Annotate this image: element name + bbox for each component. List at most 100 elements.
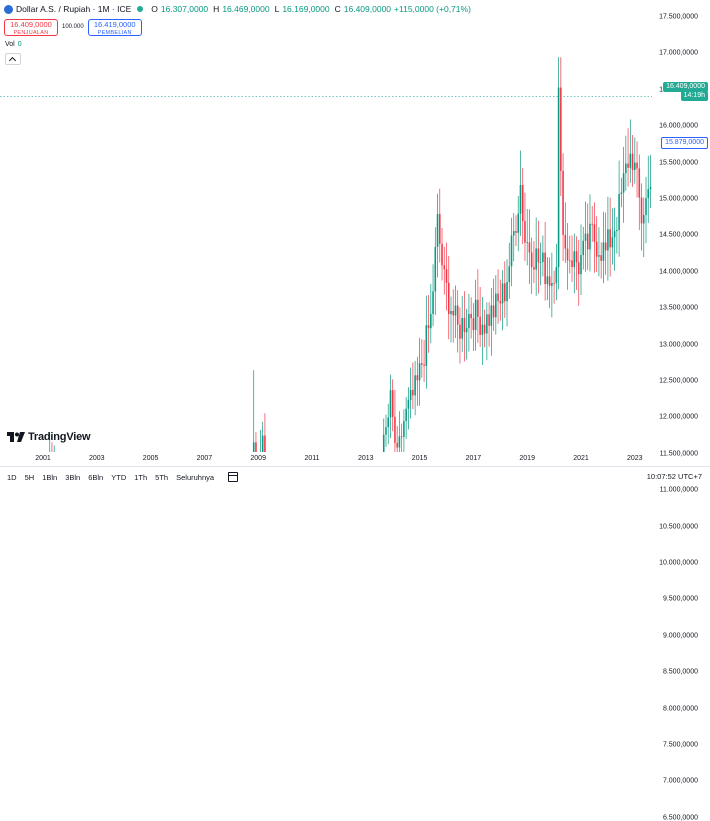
candle	[51, 442, 53, 452]
candle-body	[253, 442, 255, 452]
candle-body	[396, 443, 398, 448]
candle-body	[504, 283, 506, 301]
candle-body	[618, 194, 620, 230]
candle-body	[457, 306, 459, 325]
candle	[618, 160, 620, 256]
calendar-icon[interactable]	[228, 472, 238, 482]
candle-body	[459, 325, 461, 339]
candle	[403, 409, 405, 452]
range-ytd-button[interactable]: YTD	[107, 473, 130, 482]
candle-body	[553, 283, 555, 284]
candle-body	[576, 251, 578, 262]
price-tick-label: 7.500,0000	[663, 742, 698, 749]
candle	[513, 213, 515, 261]
candle-body	[428, 325, 430, 328]
candle-body	[625, 164, 627, 174]
candle-body	[441, 244, 443, 266]
candle	[634, 138, 636, 184]
price-tick-label: 13.000,0000	[659, 341, 698, 348]
candle	[645, 177, 647, 243]
candle-body	[255, 442, 257, 452]
price-tick-label: 10.000,0000	[659, 560, 698, 567]
price-tick-label: 9.500,0000	[663, 596, 698, 603]
range-all-button[interactable]: Seluruhnya	[172, 473, 218, 482]
candle-body	[435, 247, 437, 291]
candle	[497, 269, 499, 324]
candle-body	[482, 325, 484, 335]
candle	[567, 223, 569, 290]
range-5d-button[interactable]: 5H	[21, 473, 39, 482]
candle	[491, 288, 493, 356]
candle-body	[497, 294, 499, 302]
candle	[636, 141, 638, 197]
candle	[538, 221, 540, 294]
price-tick-label: 12.000,0000	[659, 414, 698, 421]
range-6m-button[interactable]: 6Bln	[84, 473, 107, 482]
candle	[616, 217, 618, 254]
candle	[455, 285, 457, 338]
range-5y-button[interactable]: 5Th	[151, 473, 172, 482]
candle	[255, 432, 257, 452]
range-3m-button[interactable]: 3Bln	[61, 473, 84, 482]
candle-body	[385, 427, 387, 435]
candle-body	[470, 314, 472, 318]
candle	[486, 302, 488, 360]
price-axis[interactable]: 17.500,000017.000,000016.500,000016.000,…	[652, 0, 710, 466]
candle-body	[520, 185, 522, 214]
candle	[495, 275, 497, 334]
candle	[468, 294, 470, 352]
clock[interactable]: 10:07:52 UTC+7	[647, 472, 702, 481]
candle	[607, 197, 609, 281]
price-tick-label: 11.000,0000	[660, 487, 698, 494]
time-tick-label: 2021	[573, 455, 589, 462]
candle	[605, 213, 607, 275]
candle-body	[645, 198, 647, 215]
candle-body	[623, 173, 625, 192]
candle-body	[500, 301, 502, 303]
candle-body	[486, 314, 488, 333]
candle	[466, 309, 468, 360]
candle	[614, 208, 616, 271]
candle-body	[461, 318, 463, 339]
candle-body	[479, 317, 481, 335]
candle	[535, 218, 537, 296]
candle-body	[399, 436, 401, 447]
candle	[647, 156, 649, 223]
candle	[470, 297, 472, 338]
candle-body	[589, 224, 591, 250]
candlestick-chart[interactable]	[0, 0, 652, 452]
candle	[399, 411, 401, 452]
candle	[459, 307, 461, 363]
range-1y-button[interactable]: 1Th	[130, 473, 151, 482]
candle	[264, 413, 266, 452]
candle-body	[571, 260, 573, 267]
time-tick-label: 2001	[35, 455, 51, 462]
candle-body	[558, 88, 560, 268]
candle-body	[446, 269, 448, 283]
candle	[432, 264, 434, 326]
candle	[383, 418, 385, 452]
candle	[504, 261, 506, 318]
candle-body	[468, 314, 470, 328]
range-1d-button[interactable]: 1D	[0, 473, 21, 482]
candle-body	[547, 276, 549, 284]
candle	[500, 280, 502, 321]
candle-body	[578, 262, 580, 274]
candle	[549, 257, 551, 308]
candle	[482, 297, 484, 365]
countdown-tag: 14:19h	[681, 91, 708, 101]
candle-body	[549, 276, 551, 285]
price-tick-label: 14.500,0000	[659, 232, 698, 239]
candle-body	[632, 154, 634, 170]
candle	[452, 289, 454, 342]
candle	[439, 189, 441, 263]
candle-body	[262, 436, 264, 452]
candle-body	[607, 229, 609, 250]
tradingview-logo[interactable]: TradingView	[7, 431, 90, 443]
candle-body	[556, 267, 558, 283]
candle	[562, 153, 564, 261]
candle-body	[408, 400, 410, 409]
candle-body	[569, 260, 571, 261]
candle-body	[582, 241, 584, 255]
range-1m-button[interactable]: 1Bln	[38, 473, 61, 482]
